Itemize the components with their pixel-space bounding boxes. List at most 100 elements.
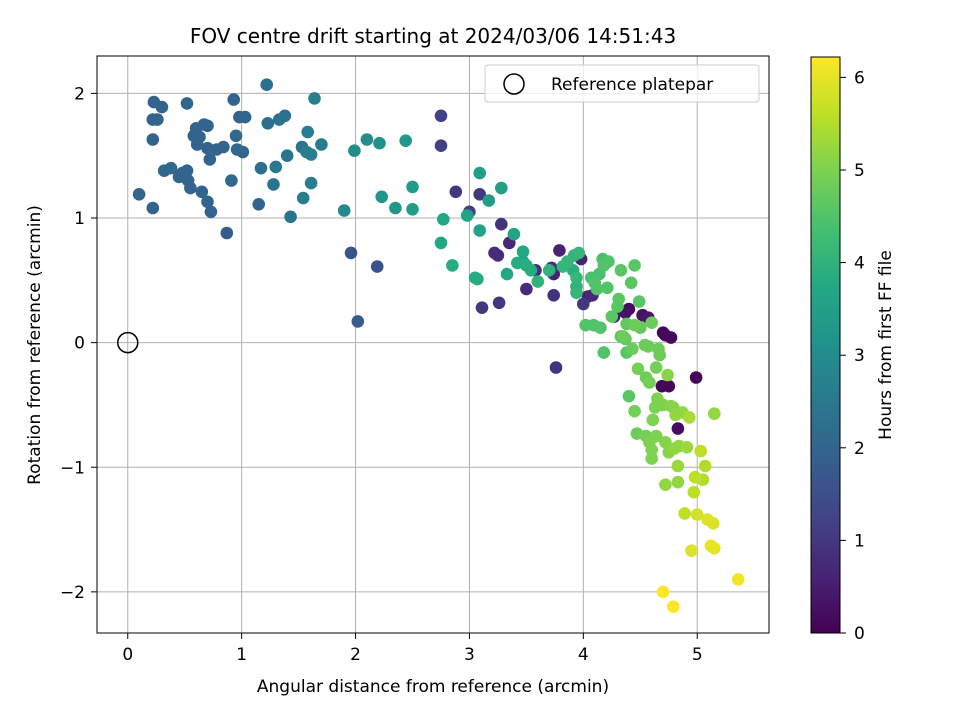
colorbar-tick-label: 1 bbox=[854, 531, 865, 551]
data-point bbox=[180, 164, 194, 177]
data-point bbox=[304, 176, 318, 190]
data-point bbox=[473, 188, 487, 201]
data-point bbox=[671, 475, 685, 489]
data-point bbox=[406, 203, 419, 216]
x-tick-label: 2 bbox=[350, 645, 361, 665]
colorbar-tick-label: 0 bbox=[854, 624, 865, 644]
data-point bbox=[616, 330, 630, 343]
data-point bbox=[475, 301, 489, 315]
data-point bbox=[360, 133, 374, 146]
data-point bbox=[659, 436, 672, 449]
chart-title: FOV centre drift starting at 2024/03/06 … bbox=[190, 24, 676, 48]
colorbar-tick-label: 6 bbox=[854, 68, 865, 88]
plot-frame bbox=[96, 55, 770, 634]
data-point bbox=[731, 573, 745, 586]
data-point bbox=[304, 148, 318, 161]
x-axis-label: Angular distance from reference (arcmin) bbox=[257, 677, 609, 697]
data-point bbox=[570, 271, 583, 285]
data-point bbox=[217, 140, 230, 154]
data-point bbox=[180, 97, 194, 110]
x-tick-label: 1 bbox=[236, 645, 247, 665]
data-point bbox=[238, 110, 252, 124]
data-point bbox=[261, 117, 275, 130]
data-point bbox=[624, 276, 638, 290]
data-point bbox=[549, 361, 563, 374]
data-point bbox=[434, 139, 448, 152]
data-point bbox=[689, 371, 703, 384]
data-point bbox=[260, 78, 274, 91]
data-point bbox=[201, 195, 214, 209]
data-point bbox=[201, 119, 214, 133]
colorbar-tick-label: 4 bbox=[854, 254, 865, 274]
y-tick-label: 2 bbox=[74, 84, 85, 104]
data-point bbox=[308, 92, 321, 105]
data-point bbox=[184, 181, 197, 195]
data-point bbox=[370, 260, 384, 273]
data-point bbox=[220, 226, 234, 240]
data-point bbox=[626, 342, 639, 356]
data-point bbox=[495, 217, 508, 231]
data-point bbox=[406, 180, 419, 194]
data-point bbox=[622, 389, 636, 403]
data-point bbox=[460, 209, 474, 222]
data-point bbox=[520, 282, 533, 296]
data-point bbox=[646, 413, 660, 427]
data-point bbox=[164, 161, 178, 175]
data-point bbox=[434, 109, 448, 123]
data-point bbox=[694, 444, 707, 458]
data-point bbox=[645, 316, 658, 330]
data-point bbox=[628, 318, 641, 332]
data-point bbox=[632, 295, 646, 308]
data-point bbox=[614, 264, 628, 277]
data-point bbox=[520, 259, 533, 272]
reference-point bbox=[117, 331, 139, 354]
data-point bbox=[495, 181, 508, 195]
data-point bbox=[225, 174, 238, 187]
data-point bbox=[507, 227, 521, 241]
data-point bbox=[437, 213, 450, 226]
data-point bbox=[375, 190, 389, 204]
data-point bbox=[561, 255, 574, 268]
data-point bbox=[687, 485, 701, 499]
data-point bbox=[547, 289, 560, 302]
data-point bbox=[389, 201, 402, 215]
colorbar-tick-label: 5 bbox=[854, 161, 865, 181]
legend-marker-reference bbox=[503, 73, 525, 95]
colorbar-gradient bbox=[810, 56, 841, 634]
x-tick-label: 4 bbox=[578, 645, 589, 665]
data-point bbox=[449, 185, 463, 199]
y-axis-label: Rotation from reference (arcmin) bbox=[25, 205, 45, 485]
data-point bbox=[671, 459, 685, 473]
data-point bbox=[516, 245, 530, 258]
data-point bbox=[254, 161, 268, 175]
data-point bbox=[597, 346, 611, 359]
colorbar: 0 1 2 3 4 5 6 Hours from first FF file bbox=[810, 56, 896, 644]
data-point bbox=[252, 198, 265, 211]
data-point bbox=[155, 100, 169, 114]
reference-marker bbox=[117, 331, 139, 354]
data-point bbox=[649, 361, 663, 374]
colorbar-tick-label: 2 bbox=[854, 439, 865, 459]
colorbar-tick-label: 3 bbox=[854, 346, 865, 366]
data-point bbox=[146, 133, 160, 146]
data-point bbox=[601, 281, 614, 295]
data-point bbox=[132, 188, 146, 201]
data-point bbox=[151, 113, 164, 126]
data-point bbox=[146, 201, 160, 215]
data-point bbox=[628, 404, 641, 418]
data-point bbox=[373, 136, 386, 150]
data-point bbox=[645, 443, 658, 457]
y-tick-label: −2 bbox=[60, 583, 85, 603]
data-point bbox=[680, 441, 694, 454]
data-point bbox=[572, 246, 586, 260]
colorbar-ticks: 0 1 2 3 4 5 6 bbox=[840, 68, 865, 644]
data-point bbox=[473, 166, 487, 180]
data-point bbox=[278, 109, 292, 123]
data-point bbox=[267, 178, 280, 191]
data-point bbox=[434, 236, 448, 250]
data-point bbox=[653, 348, 666, 362]
data-point bbox=[491, 249, 505, 262]
data-point bbox=[688, 470, 702, 484]
data-point bbox=[602, 255, 615, 268]
